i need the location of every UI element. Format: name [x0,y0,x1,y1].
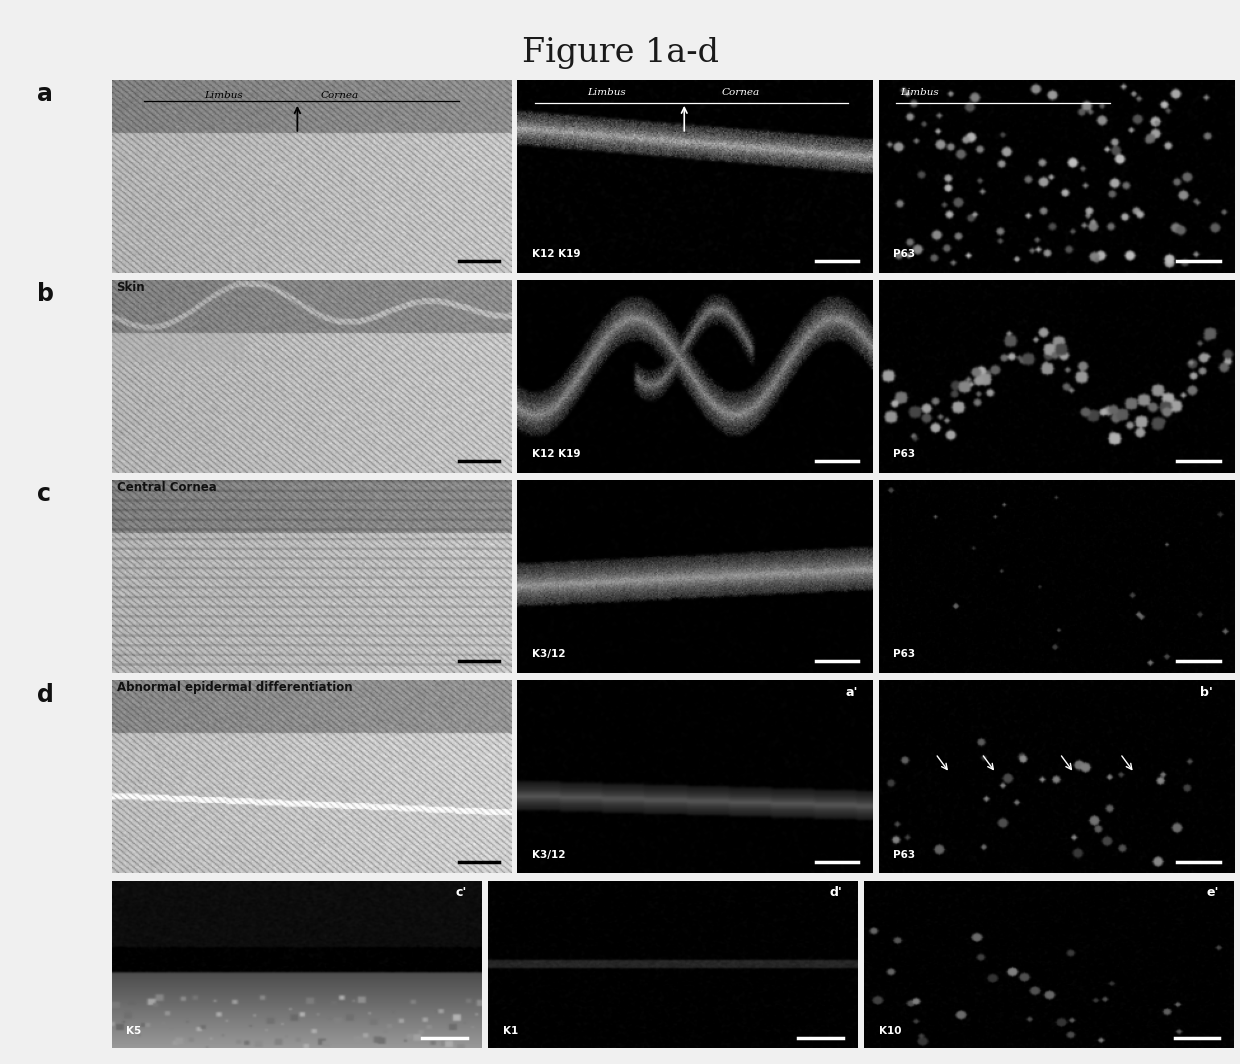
Text: K10: K10 [879,1027,901,1036]
Text: a: a [37,82,53,106]
Text: K5: K5 [126,1027,141,1036]
Text: K12 K19: K12 K19 [532,249,580,259]
Text: Skin: Skin [117,281,145,294]
Text: K3/12: K3/12 [532,649,565,660]
Text: Cornea: Cornea [320,92,358,100]
Text: Abnormal epidermal differentiation: Abnormal epidermal differentiation [117,682,352,695]
Text: e': e' [1207,885,1219,899]
Text: Limbus: Limbus [900,87,939,97]
Text: c': c' [455,885,466,899]
Text: K3/12: K3/12 [532,850,565,860]
Text: P63: P63 [893,649,915,660]
Text: d: d [37,683,55,706]
Text: Cornea: Cornea [722,87,760,97]
Text: K1: K1 [502,1027,518,1036]
Text: Limbus: Limbus [205,92,243,100]
Text: Limbus: Limbus [587,87,625,97]
Text: a': a' [846,686,858,699]
Text: Figure 1a-d: Figure 1a-d [522,37,718,69]
Text: Central Cornea: Central Cornea [117,481,216,495]
Text: b: b [37,282,55,306]
Text: K12 K19: K12 K19 [532,449,580,460]
Text: c: c [37,482,51,506]
Text: d': d' [830,885,843,899]
Text: b': b' [1199,686,1213,699]
Text: P63: P63 [893,449,915,460]
Text: P63: P63 [893,850,915,860]
Text: P63: P63 [893,249,915,259]
